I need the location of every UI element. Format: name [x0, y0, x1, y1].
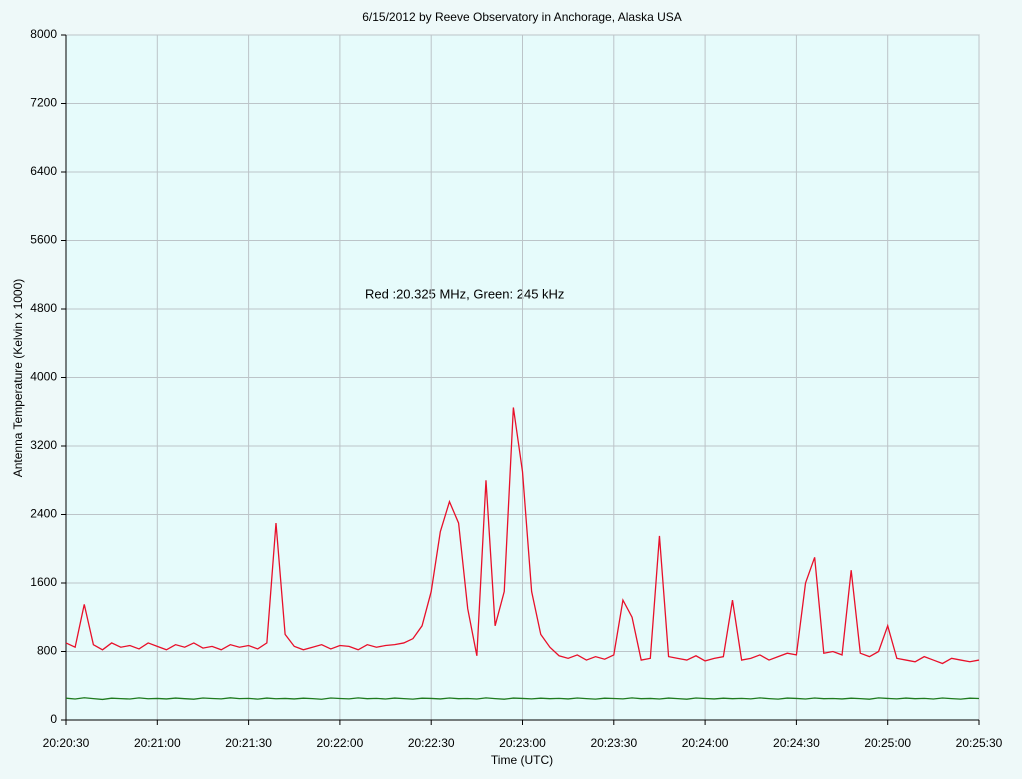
- x-tick-label: 20:22:00: [317, 736, 364, 750]
- annotation: Red :20.325 MHz, Green: 245 kHz: [365, 286, 564, 301]
- y-tick-label: 1600: [30, 575, 57, 589]
- y-tick-label: 7200: [30, 96, 57, 110]
- y-axis-label: Antenna Temperature (Kelvin x 1000): [11, 279, 25, 478]
- y-tick-label: 4800: [30, 301, 57, 315]
- x-tick-label: 20:24:00: [682, 736, 729, 750]
- x-tick-label: 20:23:00: [499, 736, 546, 750]
- x-axis-label: Time (UTC): [491, 753, 553, 767]
- x-tick-label: 20:23:30: [590, 736, 637, 750]
- y-tick-label: 0: [50, 712, 57, 726]
- y-tick-label: 5600: [30, 233, 57, 247]
- x-tick-label: 20:24:30: [773, 736, 820, 750]
- x-tick-label: 20:25:00: [864, 736, 911, 750]
- data-line: [65, 697, 980, 701]
- x-tick-label: 20:22:30: [408, 736, 455, 750]
- x-tick-label: 20:25:30: [956, 736, 1003, 750]
- x-tick-label: 20:21:00: [134, 736, 181, 750]
- x-tick-label: 20:21:30: [225, 736, 272, 750]
- x-tick-label: 20:20:30: [43, 736, 90, 750]
- y-tick-label: 800: [37, 644, 57, 658]
- y-tick-label: 6400: [30, 164, 57, 178]
- data-line: [65, 407, 980, 665]
- y-tick-label: 8000: [30, 27, 57, 41]
- y-tick-label: 2400: [30, 507, 57, 521]
- y-tick-label: 3200: [30, 438, 57, 452]
- chart-title: 6/15/2012 by Reeve Observatory in Anchor…: [362, 10, 682, 24]
- y-tick-label: 4000: [30, 370, 57, 384]
